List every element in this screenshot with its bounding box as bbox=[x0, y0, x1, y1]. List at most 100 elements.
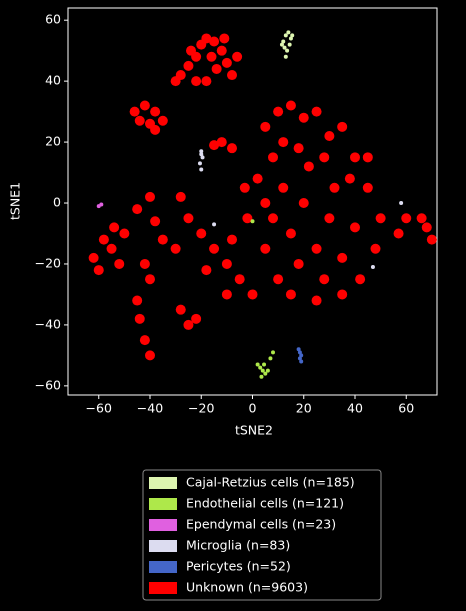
point bbox=[170, 243, 181, 254]
point bbox=[145, 350, 155, 361]
legend-label: Endothelial cells (n=121) bbox=[186, 496, 344, 511]
point bbox=[283, 33, 288, 38]
point bbox=[375, 213, 386, 224]
x-tick-label: 20 bbox=[296, 401, 312, 416]
point bbox=[219, 33, 230, 44]
point bbox=[293, 143, 304, 154]
point bbox=[311, 243, 322, 254]
point bbox=[232, 51, 243, 62]
point bbox=[150, 106, 161, 117]
point bbox=[209, 243, 220, 254]
point bbox=[273, 274, 284, 285]
point bbox=[290, 33, 295, 38]
point bbox=[287, 42, 292, 47]
point bbox=[234, 274, 245, 285]
legend-label: Unknown (n=9603) bbox=[186, 580, 308, 595]
point bbox=[209, 36, 220, 47]
legend-swatch bbox=[149, 582, 177, 594]
point bbox=[260, 121, 271, 132]
point bbox=[88, 252, 99, 263]
point bbox=[183, 60, 194, 71]
point bbox=[297, 356, 302, 361]
point bbox=[201, 265, 212, 276]
point bbox=[282, 45, 287, 50]
point bbox=[150, 124, 161, 135]
point bbox=[242, 213, 253, 224]
point bbox=[129, 106, 140, 117]
y-tick-label: −20 bbox=[35, 255, 61, 270]
y-tick-label: 40 bbox=[45, 73, 61, 88]
point bbox=[311, 106, 322, 117]
point bbox=[114, 258, 125, 269]
point bbox=[265, 368, 270, 373]
point bbox=[329, 182, 340, 193]
point bbox=[221, 289, 232, 300]
point bbox=[212, 222, 217, 227]
point bbox=[201, 33, 212, 44]
legend-label: Cajal-Retzius cells (n=185) bbox=[186, 475, 355, 490]
point bbox=[145, 274, 155, 285]
point bbox=[285, 289, 296, 300]
legend-swatch bbox=[149, 561, 177, 573]
point bbox=[362, 182, 373, 193]
point bbox=[337, 289, 348, 300]
point bbox=[370, 265, 375, 270]
point bbox=[196, 228, 207, 239]
point bbox=[319, 274, 330, 285]
point bbox=[260, 198, 271, 209]
point bbox=[311, 295, 322, 306]
point bbox=[268, 356, 273, 361]
point bbox=[324, 130, 335, 141]
point bbox=[319, 152, 330, 163]
point bbox=[298, 198, 309, 209]
legend-label: Ependymal cells (n=23) bbox=[186, 517, 336, 532]
point bbox=[421, 222, 432, 233]
point bbox=[199, 152, 204, 157]
point bbox=[250, 219, 255, 224]
point bbox=[263, 371, 268, 376]
y-tick-label: 20 bbox=[45, 134, 61, 149]
point bbox=[134, 313, 145, 324]
point bbox=[399, 201, 404, 206]
point bbox=[93, 265, 104, 276]
point bbox=[119, 228, 130, 239]
point bbox=[199, 149, 204, 154]
point bbox=[296, 347, 301, 352]
point bbox=[139, 100, 150, 111]
x-tick-label: −60 bbox=[86, 401, 112, 416]
point bbox=[239, 182, 250, 193]
point bbox=[268, 213, 278, 224]
point bbox=[157, 115, 168, 126]
point bbox=[227, 234, 237, 245]
point bbox=[206, 51, 217, 62]
point bbox=[344, 173, 355, 184]
x-axis-label: tSNE2 bbox=[235, 423, 273, 438]
point bbox=[227, 143, 237, 154]
point bbox=[255, 362, 260, 367]
x-tick-label: −40 bbox=[137, 401, 163, 416]
point bbox=[200, 155, 205, 160]
point bbox=[216, 45, 227, 56]
y-tick-label: −40 bbox=[35, 316, 61, 331]
point bbox=[278, 137, 289, 148]
point bbox=[247, 289, 258, 300]
point bbox=[303, 161, 314, 172]
legend-swatch bbox=[149, 540, 177, 552]
legend-swatch bbox=[149, 498, 177, 510]
point bbox=[298, 112, 309, 123]
point bbox=[350, 152, 360, 163]
point bbox=[221, 57, 232, 68]
point bbox=[197, 161, 202, 166]
point bbox=[279, 42, 284, 47]
x-tick-label: 0 bbox=[249, 401, 257, 416]
y-axis-label: tSNE1 bbox=[8, 182, 23, 220]
point bbox=[252, 173, 263, 184]
point bbox=[183, 319, 194, 330]
legend-swatch bbox=[149, 477, 177, 489]
point bbox=[191, 313, 202, 324]
point bbox=[211, 63, 222, 74]
point bbox=[132, 295, 143, 306]
point bbox=[299, 353, 304, 358]
point bbox=[283, 54, 288, 59]
point bbox=[98, 234, 109, 245]
